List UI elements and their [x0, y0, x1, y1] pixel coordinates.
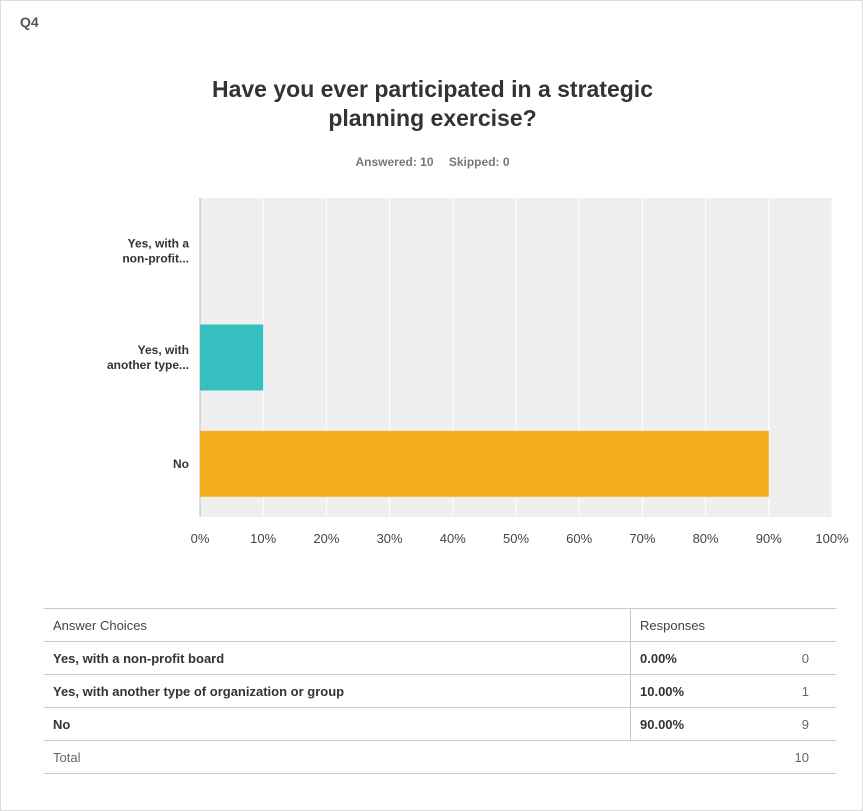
skipped-count: Skipped: 0	[448, 155, 510, 169]
bar	[200, 430, 769, 497]
x-tick-label: 40%	[440, 531, 466, 546]
row-choice: Yes, with another type of organization o…	[44, 674, 631, 708]
bar-chart: 0% 10% 20% 30% 40% 50% 60% 70% 80% 90% 100% Yes, wi…	[107, 198, 849, 546]
row-count: 0	[740, 641, 836, 675]
y-category-label: Yes, with another type...	[107, 343, 189, 372]
x-tick-label: 50%	[503, 531, 529, 546]
table-row: Yes, with another type of organization o…	[44, 674, 836, 708]
total-count: 10	[740, 740, 836, 774]
x-tick-label: 60%	[566, 531, 592, 546]
total-spacer	[630, 740, 740, 774]
row-percent: 10.00%	[630, 674, 740, 708]
bar	[200, 324, 264, 391]
x-tick-label: 100%	[815, 531, 849, 546]
row-count: 1	[740, 674, 836, 708]
x-tick-label: 30%	[377, 531, 403, 546]
table-total-row: Total 10	[44, 740, 836, 774]
table-row: No 90.00% 9	[44, 707, 836, 741]
row-choice: Yes, with a non-profit board	[44, 641, 631, 675]
x-tick-label: 20%	[313, 531, 339, 546]
chart-title-line-2: planning exercise?	[328, 105, 537, 131]
table-header-row: Answer Choices Responses	[44, 608, 836, 642]
row-choice: No	[44, 707, 631, 741]
header-answer-choices: Answer Choices	[44, 608, 631, 642]
y-category-label: No	[173, 457, 189, 471]
row-count: 9	[740, 707, 836, 741]
chart-title-line-1: Have you ever participated in a strategi…	[211, 76, 653, 102]
responses-table: Answer Choices Responses Yes, with a non…	[44, 608, 836, 774]
row-percent: 0.00%	[630, 641, 740, 675]
x-tick-label: 10%	[250, 531, 276, 546]
response-stats: Answered: 10 Skipped: 0	[1, 155, 863, 169]
question-number: Q4	[20, 14, 39, 30]
answered-count: Answered: 10	[355, 155, 434, 169]
x-tick-label: 0%	[191, 531, 210, 546]
table-row: Yes, with a non-profit board 0.00% 0	[44, 641, 836, 675]
x-tick-label: 90%	[756, 531, 782, 546]
total-label: Total	[44, 740, 631, 774]
header-responses: Responses	[630, 608, 836, 642]
x-tick-label: 80%	[693, 531, 719, 546]
x-tick-label: 70%	[629, 531, 655, 546]
chart-title: Have you ever participated in a strategi…	[1, 75, 863, 133]
row-percent: 90.00%	[630, 707, 740, 741]
y-category-label: Yes, with a non-profit...	[122, 237, 189, 266]
